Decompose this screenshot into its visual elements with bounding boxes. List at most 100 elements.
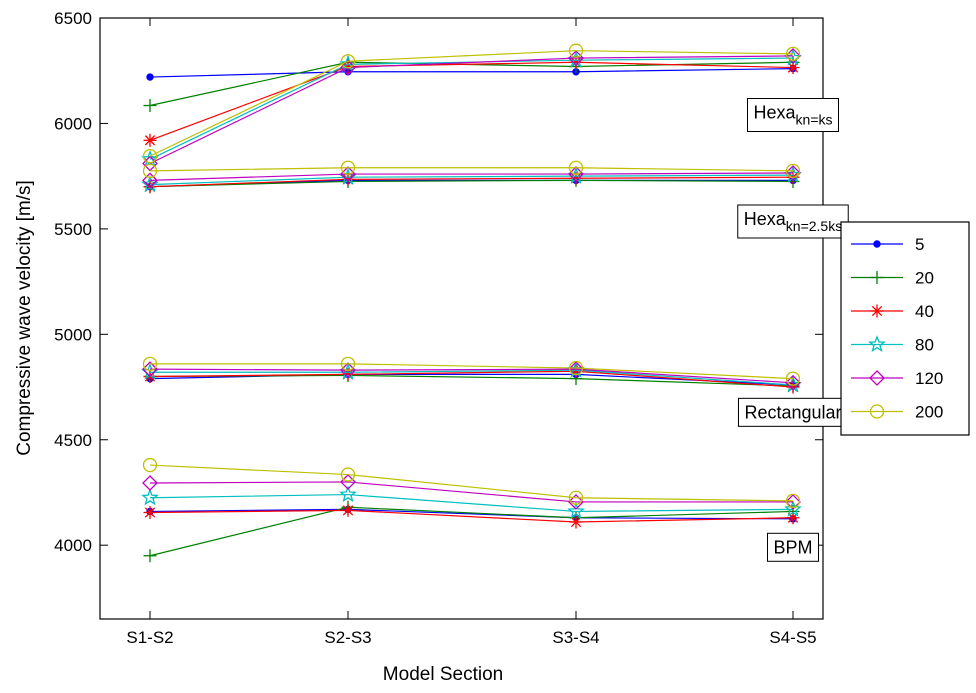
series-line-200-group-3 <box>149 464 794 502</box>
data-point-120-group-3-3 <box>785 494 801 510</box>
series-line-80-group-1 <box>149 174 794 186</box>
legend-marker-5 <box>873 240 881 248</box>
group-labels-layer: Hexakn=ks Hexakn=2.5ks Rectangular BPM <box>737 98 849 562</box>
data-point-40-group-3-2 <box>569 515 583 529</box>
series-line-20-group-1 <box>149 179 794 188</box>
series-line-120-group-2 <box>149 368 794 384</box>
data-point-120-group-2-0 <box>142 361 158 378</box>
data-point-80-group-3-2 <box>567 502 585 519</box>
group-label-text-1: Hexakn=2.5ks <box>744 209 842 234</box>
y-tick-label-6500: 6500 <box>54 9 92 28</box>
data-point-40-group-3-0 <box>143 506 157 520</box>
legend-item-120: 120 <box>851 369 943 388</box>
x-axis-label: Model Section <box>383 664 503 685</box>
legend-marker-20 <box>870 271 884 284</box>
group-label-box-3 <box>766 532 820 562</box>
series-line-200-group-1 <box>149 167 794 172</box>
series-group-hexa-kn-ks <box>141 43 802 172</box>
data-point-200-group-1-2 <box>568 160 584 175</box>
data-point-200-group-2-2 <box>568 360 584 376</box>
legend-item-5: 5 <box>851 235 924 254</box>
legend-label-120: 120 <box>915 369 943 388</box>
group-label-text-2: Rectangular <box>744 402 841 422</box>
group-label-2: Rectangular <box>737 397 849 427</box>
data-point-20-group-3-0 <box>143 549 157 563</box>
y-axis-label: Compressive wave velocity [m/s] <box>14 180 35 456</box>
legend: 5 20 40 80 120 200 <box>840 221 970 436</box>
x-tick-label-1: S2-S3 <box>324 628 371 647</box>
data-point-40-group-3-1 <box>341 503 355 517</box>
data-point-120-group-1-0 <box>142 172 158 189</box>
group-label-text-0: Hexakn=ks <box>754 103 833 128</box>
legend-item-20: 20 <box>851 269 934 288</box>
data-point-200-group-1-0 <box>142 163 158 179</box>
y-tick-label-5500: 5500 <box>54 220 92 239</box>
data-point-200-group-3-1 <box>340 467 356 482</box>
data-point-120-group-2-3 <box>785 374 801 391</box>
x-tick-label-2: S3-S4 <box>552 628 599 647</box>
data-point-200-group-3-0 <box>142 457 158 473</box>
series-line-40-group-0 <box>149 61 794 141</box>
series-line-120-group-0 <box>149 55 794 165</box>
y-tick-label-4500: 4500 <box>54 431 92 450</box>
data-point-200-group-3-3 <box>785 493 801 509</box>
data-point-200-group-0-1 <box>340 54 356 69</box>
series-line-40-group-2 <box>149 370 794 388</box>
data-point-40-group-0-0 <box>143 133 157 147</box>
y-tick-label-6000: 6000 <box>54 114 92 133</box>
legend-item-200: 200 <box>851 403 943 422</box>
legend-marker-80 <box>868 335 886 353</box>
data-point-200-group-0-3 <box>785 46 801 61</box>
legend-label-80: 80 <box>915 336 934 355</box>
data-point-200-group-0-2 <box>568 43 584 58</box>
data-point-200-group-2-1 <box>340 356 356 371</box>
plot-layer <box>141 43 802 563</box>
legend-item-80: 80 <box>851 335 934 355</box>
plot-frame <box>99 17 824 620</box>
group-label-1: Hexakn=2.5ks <box>737 204 849 239</box>
group-label-box-0 <box>747 98 839 133</box>
x-tick-label-0: S1-S2 <box>126 628 173 647</box>
series-line-5-group-3 <box>149 508 794 520</box>
data-point-80-group-3-3 <box>784 500 802 517</box>
y-tick-label-4000: 4000 <box>54 536 92 555</box>
series-line-120-group-1 <box>149 172 794 181</box>
data-point-120-group-2-2 <box>568 361 584 378</box>
data-point-200-group-0-0 <box>142 148 158 164</box>
series-line-200-group-0 <box>149 50 794 157</box>
data-point-80-group-3-1 <box>339 485 357 503</box>
legend-label-5: 5 <box>915 235 924 254</box>
group-label-box-2 <box>737 397 849 427</box>
data-point-200-group-1-1 <box>340 160 356 175</box>
data-point-200-group-1-3 <box>785 163 801 179</box>
group-label-3: BPM <box>766 532 820 562</box>
data-point-20-group-0-0 <box>143 99 157 113</box>
axes-layer: 4000 4500 5000 5500 6000 6500 S1-S2 S2-S3 S3-S4 S… <box>54 9 823 647</box>
series-line-20-group-3 <box>149 506 794 557</box>
data-point-5-group-0-0 <box>146 73 154 81</box>
legend-label-200: 200 <box>915 403 943 422</box>
legend-marker-40 <box>870 304 884 318</box>
legend-marker-200 <box>869 404 885 419</box>
group-label-0: Hexakn=ks <box>747 98 839 133</box>
series-line-40-group-3 <box>149 509 794 523</box>
series-line-5-group-0 <box>149 68 794 78</box>
series-line-120-group-3 <box>149 481 793 503</box>
data-point-200-group-3-2 <box>568 490 584 505</box>
legend-marker-120 <box>869 370 885 386</box>
series-line-40-group-1 <box>149 176 794 188</box>
legend-label-20: 20 <box>915 269 934 288</box>
x-tick-label-3: S4-S5 <box>769 628 816 647</box>
series-line-80-group-2 <box>150 369 794 386</box>
data-point-120-group-3-0 <box>142 475 158 491</box>
legend-box <box>840 221 970 436</box>
data-point-120-group-3-2 <box>568 494 584 510</box>
series-group-bpm <box>141 457 802 563</box>
series-line-80-group-3 <box>149 493 794 513</box>
series-line-200-group-2 <box>150 363 794 380</box>
legend-item-40: 40 <box>851 302 934 321</box>
series-group-rectangular <box>141 356 802 394</box>
series-group-hexa-kn-2-5ks <box>141 160 802 194</box>
